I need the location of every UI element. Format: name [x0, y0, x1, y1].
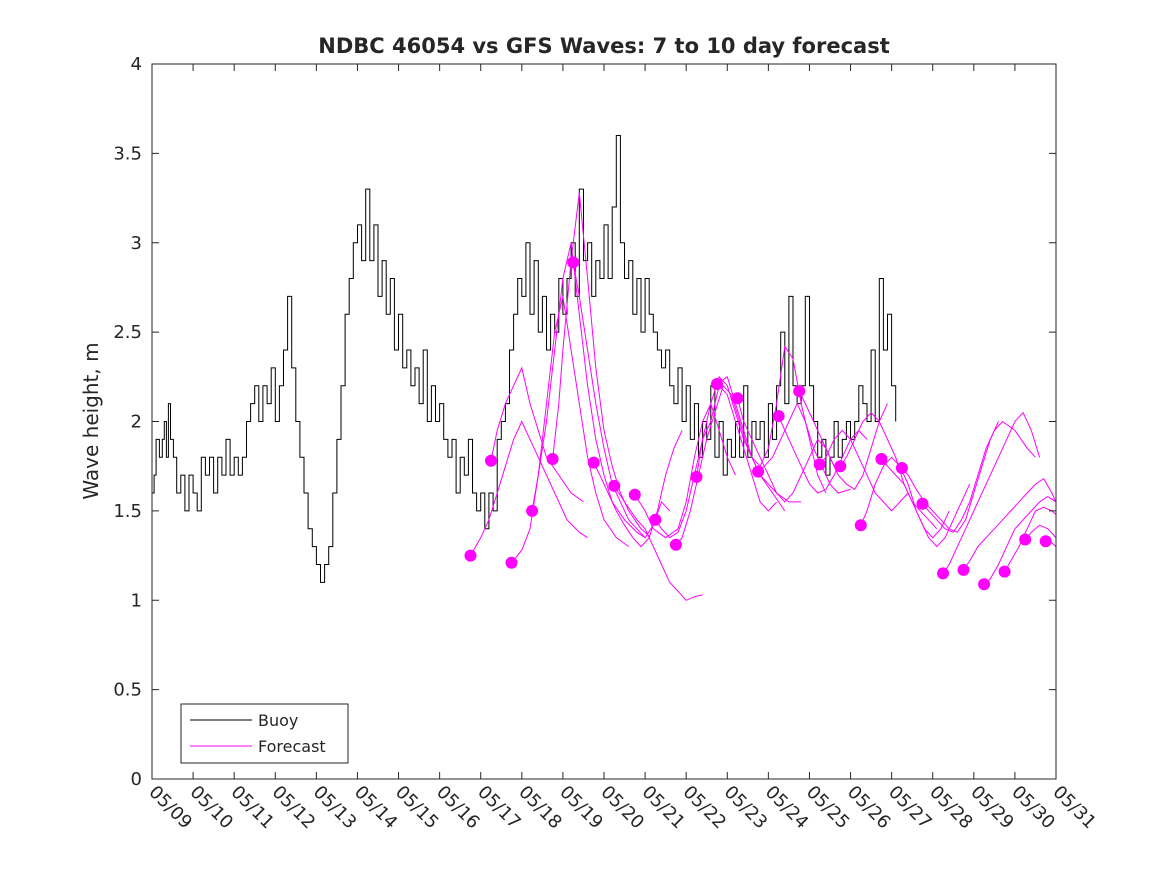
- forecast-marker-12: [690, 470, 703, 483]
- y-tick-label: 3: [131, 233, 142, 254]
- y-tick-label: 0.5: [113, 680, 142, 701]
- forecast-marker-19: [834, 460, 847, 473]
- forecast-line-13: [716, 345, 827, 494]
- forecast-marker-22: [895, 462, 908, 474]
- forecast-line-26: [983, 496, 1057, 585]
- chart-title: NDBC 46054 vs GFS Waves: 7 to 10 day for…: [318, 34, 889, 58]
- forecast-line-17: [798, 390, 888, 491]
- forecast-line-15: [757, 402, 851, 494]
- y-axis: 0 0.5 1 1.5 2 2.5 3 3.5 4: [113, 54, 1056, 790]
- forecast-marker-25: [957, 563, 970, 576]
- y-axis-label: Wave height, m: [79, 342, 103, 499]
- forecast-line-20: [860, 456, 950, 539]
- y-tick-label: 1: [131, 590, 142, 611]
- forecast-marker-27: [998, 565, 1011, 578]
- forecast-marker-7: [587, 456, 600, 469]
- forecast-marker-23: [916, 497, 929, 510]
- forecast-line-4: [531, 242, 646, 539]
- forecast-marker-8: [608, 479, 621, 492]
- forecast-line-10: [654, 384, 777, 539]
- forecast-line-19: [839, 411, 938, 530]
- forecast-line-18: [819, 429, 909, 512]
- buoy-line: [152, 135, 897, 583]
- legend-forecast-label: Forecast: [258, 737, 326, 756]
- forecast-line-1: [470, 420, 588, 556]
- y-tick-label: 2.5: [113, 322, 142, 343]
- forecast-marker-2: [485, 454, 497, 467]
- forecast-marker-29: [1039, 535, 1052, 548]
- forecast-line-27: [1004, 506, 1057, 572]
- forecast-line-25: [963, 477, 1057, 571]
- forecast-line-7: [593, 430, 683, 548]
- forecast-line-28: [1024, 524, 1057, 540]
- forecast-marker-26: [978, 578, 991, 591]
- y-tick-label: 0: [131, 769, 142, 790]
- forecast-line-16: [778, 415, 868, 494]
- forecast-marker-16: [772, 410, 785, 423]
- forecast-line-2: [490, 366, 584, 503]
- forecast-marker-28: [1019, 533, 1032, 546]
- forecast-line-9: [634, 402, 736, 539]
- forecast-line-22: [901, 421, 999, 533]
- forecast-line-5: [552, 192, 650, 537]
- forecast-line-3: [511, 296, 629, 564]
- buoy-series: [152, 135, 897, 583]
- forecast-marker-4: [526, 504, 539, 517]
- forecast-marker-6: [567, 256, 580, 269]
- y-tick-label: 3.5: [113, 143, 142, 164]
- y-tick-label: 1.5: [113, 501, 142, 522]
- forecast-marker-1: [464, 549, 477, 562]
- forecast-marker-3: [505, 556, 518, 569]
- forecast-line-21: [881, 458, 971, 548]
- y-tick-label: 2: [131, 412, 142, 433]
- forecast-marker-9: [628, 488, 641, 501]
- forecast-marker-14: [731, 392, 744, 405]
- forecast-marker-24: [937, 567, 949, 580]
- plot-area: [152, 64, 1056, 779]
- forecast-marker-20: [854, 519, 867, 532]
- forecast-line-8: [613, 485, 703, 601]
- forecast-marker-10: [649, 513, 662, 526]
- legend: Buoy Forecast: [180, 703, 349, 764]
- forecast-line-14: [737, 398, 835, 503]
- y-tick-label: 4: [131, 54, 142, 75]
- forecast-marker-15: [752, 465, 765, 478]
- forecast-line-23: [922, 420, 1036, 533]
- forecast-marker-11: [669, 538, 682, 551]
- forecast-series: [464, 192, 1057, 601]
- legend-box: [180, 703, 349, 764]
- forecast-marker-17: [793, 385, 806, 398]
- legend-buoy-label: Buoy: [258, 711, 298, 730]
- forecast-marker-21: [875, 453, 888, 465]
- forecast-marker-13: [711, 378, 723, 390]
- forecast-line-24: [942, 411, 1041, 574]
- forecast-marker-18: [813, 458, 826, 471]
- forecast-marker-5: [546, 453, 559, 465]
